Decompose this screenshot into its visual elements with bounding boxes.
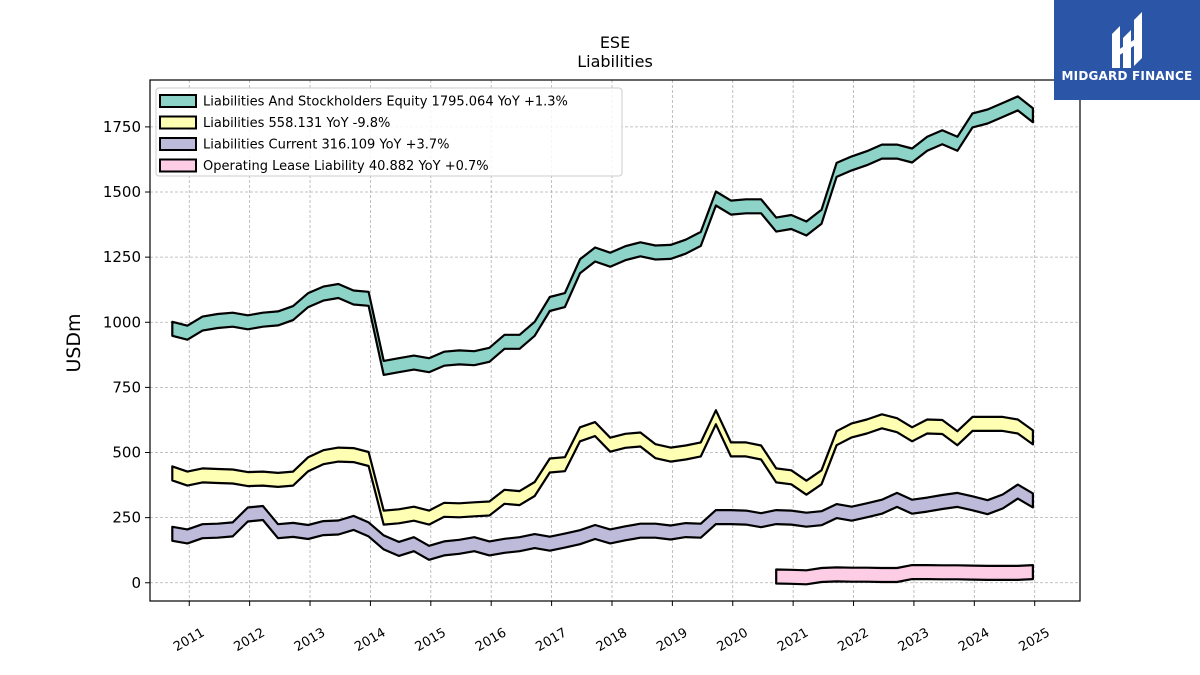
x-tick-label: 2015	[413, 625, 449, 655]
x-tick-label: 2025	[1017, 625, 1053, 655]
series-2	[171, 483, 1035, 561]
x-tick-label: 2024	[956, 625, 992, 655]
series-1	[171, 409, 1035, 526]
series-layer	[171, 95, 1035, 586]
x-tick-label: 2011	[171, 625, 207, 655]
legend-label: Operating Lease Liability 40.882 YoY +0.…	[203, 159, 489, 174]
x-tick-label: 2014	[352, 625, 388, 655]
chart-subtitle: Liabilities	[577, 52, 653, 71]
series-band	[775, 563, 1035, 586]
y-tick-label: 1500	[103, 183, 141, 201]
legend-label: Liabilities And Stockholders Equity 1795…	[203, 95, 568, 110]
legend-swatch	[159, 158, 197, 173]
legend-swatch	[159, 115, 197, 130]
x-tick-label: 2023	[896, 625, 932, 655]
x-axis-ticks: 2011 2012 2013 2014 2015 2016 2017 2018 2019 2020…	[171, 601, 1053, 655]
x-tick-label: 2020	[715, 625, 751, 655]
plot-frame	[149, 79, 1081, 602]
y-tick-label: 250	[112, 509, 141, 527]
brand-emblem-icon	[1112, 12, 1142, 68]
y-tick-label: 1250	[103, 248, 141, 266]
series-0	[171, 95, 1035, 376]
x-tick-label: 2017	[533, 625, 569, 655]
legend: Liabilities And Stockholders Equity 1795…	[155, 87, 623, 177]
legend-box	[155, 87, 623, 177]
legend-swatch	[159, 94, 197, 108]
x-tick-label: 2012	[231, 625, 267, 655]
y-tick-label: 1000	[103, 313, 141, 331]
series-3	[775, 563, 1035, 586]
x-tick-label: 2013	[292, 625, 328, 655]
y-axis-label: USDm	[63, 313, 85, 372]
y-tick-label: 0	[131, 574, 141, 592]
y-axis-ticks: 0 250 500 750 1000 1250 1500 1750	[103, 118, 150, 592]
y-tick-label: 1750	[103, 118, 141, 136]
brand-name: MIDGARD FINANCE	[1061, 69, 1193, 83]
y-tick-label: 750	[112, 378, 141, 396]
x-tick-label: 2022	[835, 625, 871, 655]
x-tick-label: 2016	[473, 625, 509, 655]
chart-title: ESE	[600, 33, 630, 52]
series-band	[171, 483, 1035, 561]
x-tick-label: 2018	[594, 625, 630, 655]
legend-label: Liabilities Current 316.109 YoY +3.7%	[203, 138, 450, 153]
x-tick-label: 2019	[654, 625, 690, 655]
series-band	[171, 409, 1035, 526]
series-band	[171, 95, 1035, 376]
legend-label: Liabilities 558.131 YoY -9.8%	[203, 116, 390, 131]
brand-logo: MIDGARD FINANCE	[1054, 0, 1200, 100]
legend-swatch	[159, 137, 197, 151]
y-tick-label: 500	[112, 444, 141, 462]
x-tick-label: 2021	[775, 625, 811, 655]
